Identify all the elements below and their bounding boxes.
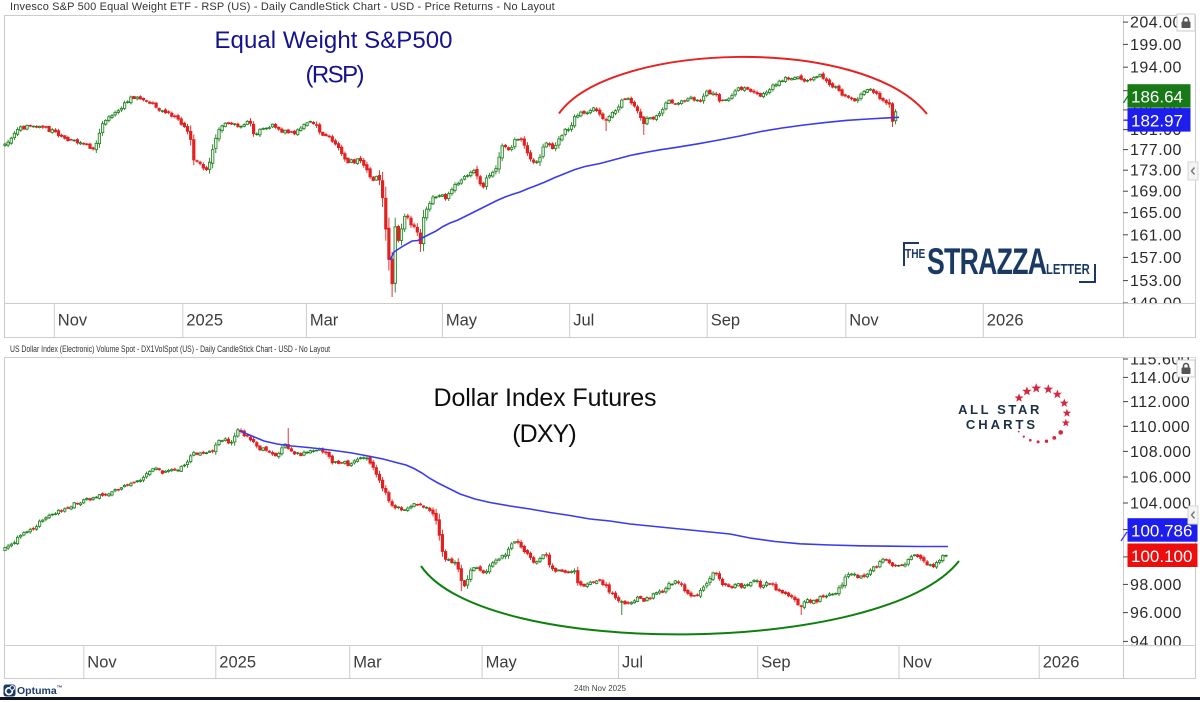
svg-text:112.000: 112.000 xyxy=(1130,394,1190,411)
svg-text:Dollar Index Futures: Dollar Index Futures xyxy=(434,384,657,412)
svg-text:110.000: 110.000 xyxy=(1130,419,1190,436)
svg-text:Nov: Nov xyxy=(58,312,88,330)
svg-text:May: May xyxy=(446,312,478,330)
svg-text:Sep: Sep xyxy=(761,654,790,672)
svg-text:2026: 2026 xyxy=(1043,654,1080,672)
svg-text:(RSP): (RSP) xyxy=(306,62,365,89)
svg-text:157.00: 157.00 xyxy=(1130,250,1182,267)
svg-text:177.00: 177.00 xyxy=(1130,142,1182,159)
svg-text:104.000: 104.000 xyxy=(1130,496,1191,513)
svg-text:Jul: Jul xyxy=(622,654,643,672)
svg-text:98.000: 98.000 xyxy=(1130,577,1182,594)
svg-text:(DXY): (DXY) xyxy=(512,420,577,448)
svg-text:106.000: 106.000 xyxy=(1130,470,1191,487)
svg-text:100.786: 100.786 xyxy=(1131,522,1192,541)
svg-text:CHARTS: CHARTS xyxy=(966,417,1038,432)
svg-text:186.64: 186.64 xyxy=(1131,88,1183,107)
svg-text:199.00: 199.00 xyxy=(1130,37,1182,54)
svg-text:169.00: 169.00 xyxy=(1130,184,1182,201)
svg-text:Sep: Sep xyxy=(711,312,740,330)
svg-text:May: May xyxy=(486,654,518,672)
svg-text:Nov: Nov xyxy=(87,654,117,672)
svg-text:153.00: 153.00 xyxy=(1130,273,1182,290)
svg-text:100.100: 100.100 xyxy=(1131,547,1192,566)
svg-text:165.00: 165.00 xyxy=(1130,205,1182,222)
svg-text:2026: 2026 xyxy=(987,312,1024,330)
svg-text:182.97: 182.97 xyxy=(1131,111,1183,130)
svg-text:ALL STAR: ALL STAR xyxy=(958,402,1042,417)
svg-text:Nov: Nov xyxy=(903,654,933,672)
svg-text:96.000: 96.000 xyxy=(1130,605,1182,622)
svg-text:108.000: 108.000 xyxy=(1130,444,1191,461)
svg-text:194.00: 194.00 xyxy=(1130,60,1182,77)
svg-text:Nov: Nov xyxy=(849,312,879,330)
svg-text:Mar: Mar xyxy=(310,312,339,330)
svg-text:161.00: 161.00 xyxy=(1130,227,1182,244)
svg-text:Equal Weight S&P500: Equal Weight S&P500 xyxy=(215,27,453,54)
svg-text:173.00: 173.00 xyxy=(1130,163,1182,180)
svg-text:Jul: Jul xyxy=(573,312,594,330)
svg-text:2025: 2025 xyxy=(219,654,256,672)
svg-text:114.000: 114.000 xyxy=(1130,370,1190,387)
svg-text:Mar: Mar xyxy=(353,654,382,672)
svg-text:2025: 2025 xyxy=(186,312,223,330)
svg-text:204.00: 204.00 xyxy=(1130,15,1182,32)
